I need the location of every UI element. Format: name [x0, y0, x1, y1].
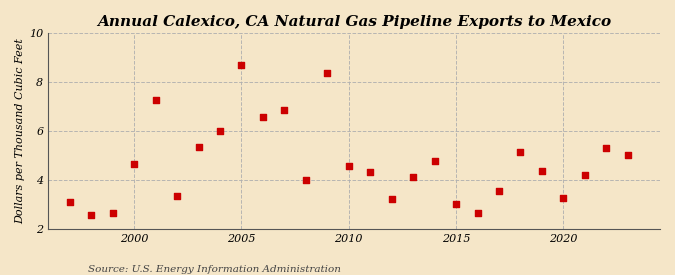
Point — [386, 197, 397, 202]
Point — [622, 153, 633, 158]
Point — [364, 170, 375, 175]
Point — [408, 175, 418, 180]
Point — [558, 196, 569, 200]
Point — [579, 173, 590, 177]
Point — [193, 144, 204, 149]
Point — [279, 108, 290, 112]
Point — [300, 178, 311, 182]
Point — [601, 146, 612, 150]
Point — [344, 164, 354, 169]
Point — [107, 211, 118, 215]
Point — [322, 71, 333, 76]
Point — [515, 149, 526, 154]
Title: Annual Calexico, CA Natural Gas Pipeline Exports to Mexico: Annual Calexico, CA Natural Gas Pipeline… — [97, 15, 611, 29]
Point — [215, 129, 225, 133]
Point — [429, 159, 440, 164]
Point — [472, 211, 483, 215]
Point — [86, 213, 97, 217]
Text: Source: U.S. Energy Information Administration: Source: U.S. Energy Information Administ… — [88, 265, 341, 274]
Point — [151, 98, 161, 102]
Point — [171, 193, 182, 198]
Point — [236, 62, 247, 67]
Point — [451, 202, 462, 206]
Point — [129, 162, 140, 166]
Point — [64, 200, 75, 204]
Point — [258, 115, 269, 120]
Y-axis label: Dollars per Thousand Cubic Feet: Dollars per Thousand Cubic Feet — [15, 38, 25, 224]
Point — [493, 189, 504, 193]
Point — [537, 169, 547, 173]
